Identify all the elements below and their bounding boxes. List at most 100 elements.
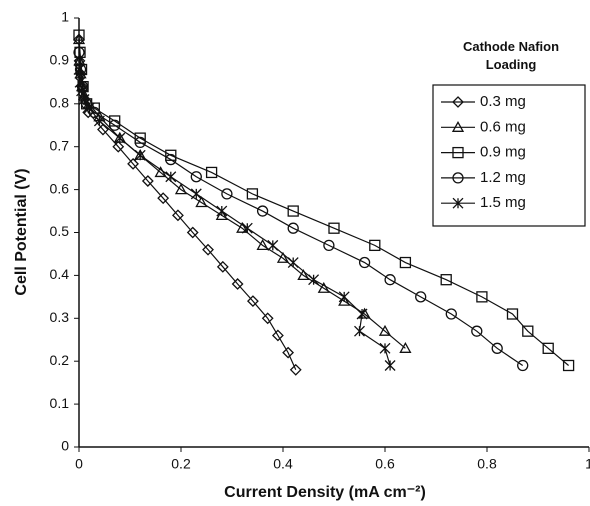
marker: [452, 146, 464, 159]
marker: [354, 325, 365, 337]
x-tick-label: 0.8: [477, 456, 497, 472]
y-tick-label: 0.9: [50, 52, 70, 68]
marker: [246, 295, 259, 308]
legend-label: 1.2 mg: [480, 169, 526, 186]
marker: [282, 346, 295, 359]
marker: [190, 171, 202, 183]
marker: [172, 209, 184, 222]
marker: [542, 342, 554, 354]
marker: [141, 175, 154, 187]
marker: [246, 188, 259, 200]
marker: [93, 115, 105, 127]
y-tick-label: 0.6: [50, 180, 70, 196]
legend-label: 1.5 mg: [480, 194, 526, 211]
marker: [297, 269, 310, 281]
marker: [109, 119, 121, 131]
marker: [328, 222, 340, 234]
y-tick-label: 0.1: [50, 395, 70, 411]
y-tick-label: 0.7: [50, 137, 70, 153]
marker: [231, 278, 244, 290]
marker: [256, 239, 269, 251]
marker: [287, 205, 299, 217]
marker: [190, 188, 202, 200]
marker: [73, 29, 85, 41]
marker: [267, 239, 279, 251]
marker: [415, 291, 427, 303]
marker: [174, 183, 188, 195]
marker: [562, 359, 575, 372]
marker: [452, 96, 464, 108]
marker: [471, 325, 483, 337]
y-tick-label: 0.3: [50, 309, 70, 325]
marker: [384, 360, 396, 371]
marker: [261, 312, 274, 325]
marker: [112, 140, 125, 153]
marker: [221, 188, 233, 200]
x-tick-label: 0.2: [171, 456, 191, 472]
marker: [317, 281, 330, 293]
marker: [271, 329, 284, 342]
marker: [356, 308, 368, 320]
marker: [517, 359, 529, 372]
marker: [134, 132, 146, 144]
series-line: [78, 39, 297, 371]
marker: [445, 308, 457, 320]
x-tick-label: 1: [585, 456, 590, 472]
marker: [97, 123, 109, 136]
legend-label: 0.9 mg: [480, 144, 526, 161]
marker: [134, 136, 146, 149]
marker: [506, 308, 519, 320]
marker: [215, 209, 228, 220]
marker: [74, 76, 86, 88]
legend-label: 0.3 mg: [480, 93, 526, 110]
marker: [338, 291, 350, 303]
y-tick-label: 0.4: [50, 266, 70, 282]
y-tick-label: 1: [61, 9, 69, 25]
marker: [451, 120, 465, 132]
x-tick-label: 0.6: [375, 456, 395, 472]
legend-title: Cathode Nafion Loading: [462, 39, 560, 72]
marker: [202, 243, 214, 256]
marker: [440, 274, 452, 286]
marker: [491, 342, 503, 354]
marker: [323, 239, 335, 252]
marker: [83, 102, 95, 114]
marker: [186, 226, 199, 239]
marker: [452, 197, 464, 209]
marker: [522, 325, 534, 337]
marker: [358, 256, 371, 269]
marker: [287, 222, 299, 234]
marker: [165, 153, 177, 166]
marker: [241, 222, 253, 234]
series-line: [78, 39, 406, 349]
marker: [369, 239, 381, 252]
x-tick-label: 0: [75, 456, 83, 472]
marker: [236, 221, 249, 233]
marker: [165, 171, 177, 183]
marker: [81, 98, 93, 110]
series-line: [78, 69, 391, 366]
marker: [127, 157, 139, 170]
marker: [114, 132, 126, 144]
marker: [379, 342, 391, 354]
marker: [74, 63, 87, 76]
marker: [76, 85, 88, 97]
marker: [399, 341, 412, 353]
marker: [216, 205, 228, 217]
marker: [216, 260, 229, 273]
marker: [134, 149, 146, 161]
y-tick-label: 0.5: [50, 223, 70, 239]
y-tick-label: 0.8: [50, 95, 70, 111]
marker: [476, 291, 488, 303]
marker: [289, 363, 302, 376]
marker: [452, 172, 464, 184]
y-axis-title: Cell Potential (V): [13, 168, 30, 295]
marker: [78, 94, 90, 105]
legend-label: 0.6 mg: [480, 118, 526, 135]
y-tick-label: 0.2: [50, 352, 70, 368]
marker: [308, 274, 320, 286]
marker: [256, 205, 269, 217]
x-tick-label: 0.4: [273, 456, 293, 472]
